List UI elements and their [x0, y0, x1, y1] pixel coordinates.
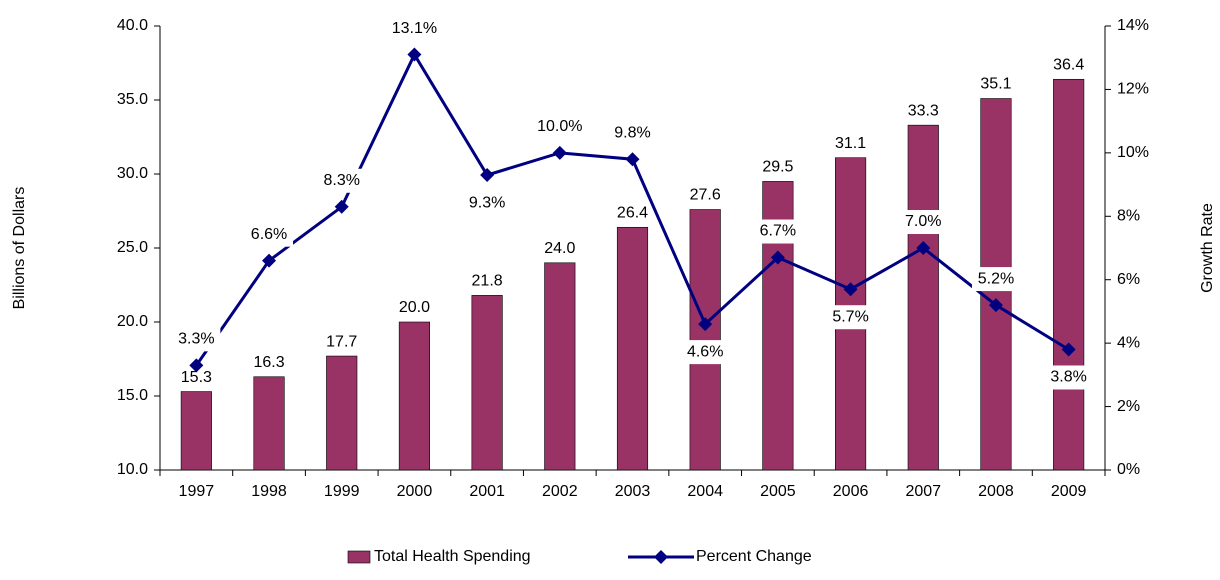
bar-value-label: 16.3: [253, 354, 284, 371]
line-marker: [552, 145, 567, 160]
line-marker: [262, 253, 277, 268]
label-background: [899, 210, 948, 234]
bar-value-label: 24.0: [544, 240, 575, 257]
label-background: [826, 305, 875, 330]
line-value-label: 7.0%: [905, 213, 941, 230]
bar-value-label: 20.0: [399, 299, 430, 316]
x-tick-label: 1999: [324, 483, 360, 500]
x-tick-label: 2004: [687, 483, 723, 500]
label-background: [245, 222, 294, 247]
line-marker: [916, 241, 931, 255]
line-marker: [407, 47, 422, 62]
x-tick-label: 2006: [833, 483, 869, 500]
label-background: [608, 121, 657, 146]
bar-value-label: 36.4: [1053, 56, 1084, 73]
bar: [253, 376, 285, 471]
y2-tick-label: 6%: [1117, 271, 1140, 288]
x-tick-label: 2008: [978, 483, 1014, 500]
bar: [398, 321, 430, 471]
y2-tick-label: 10%: [1117, 144, 1149, 161]
y2-tick-label: 4%: [1117, 334, 1140, 351]
bar-value-label: 31.1: [835, 135, 866, 152]
line-value-label: 4.6%: [687, 343, 723, 360]
line-marker: [770, 250, 785, 265]
bar-value-label: 17.7: [326, 333, 357, 350]
x-tick-label: 2005: [760, 483, 796, 500]
bar: [1053, 78, 1085, 471]
bar: [689, 209, 721, 471]
label-background: [463, 191, 512, 216]
label-background: [681, 340, 730, 365]
label-background: [971, 267, 1020, 292]
bar: [616, 226, 649, 471]
bar-value-label: 21.8: [472, 273, 503, 290]
legend-label: Total Health Spending: [374, 548, 531, 565]
line-marker: [843, 282, 858, 297]
legend-marker: [654, 550, 668, 564]
line-marker: [480, 168, 495, 183]
y2-tick-label: 8%: [1117, 208, 1140, 225]
line-marker: [988, 298, 1003, 313]
x-tick-label: 2003: [615, 483, 651, 500]
y-tick-label: 30.0: [117, 165, 148, 182]
line-marker: [334, 199, 349, 214]
line-value-label: 6.6%: [251, 226, 287, 243]
line-value-label: 13.1%: [392, 20, 437, 37]
bar: [180, 391, 212, 471]
legend-label: Percent Change: [696, 548, 812, 565]
line-value-label: 9.8%: [614, 124, 650, 141]
bar: [544, 262, 576, 471]
y2-axis-label: Growth Rate: [1199, 203, 1216, 293]
label-background: [317, 168, 366, 193]
line-value-label: 9.3%: [469, 194, 505, 211]
y2-tick-label: 0%: [1117, 461, 1140, 478]
y-tick-label: 20.0: [117, 313, 148, 330]
line-value-label: 6.7%: [760, 223, 796, 240]
bar: [471, 295, 503, 471]
x-tick-label: 2009: [1051, 483, 1087, 500]
line-value-label: 5.7%: [832, 308, 868, 325]
y-tick-label: 35.0: [117, 91, 148, 108]
x-tick-label: 2002: [542, 483, 578, 500]
line-value-label: 5.2%: [978, 270, 1014, 287]
bar-value-label: 35.1: [980, 76, 1011, 93]
x-tick-label: 2001: [469, 483, 505, 500]
label-background: [535, 114, 584, 139]
label-background: [1044, 365, 1093, 390]
y-tick-label: 40.0: [117, 17, 148, 34]
x-tick-label: 2007: [905, 483, 941, 500]
bar: [907, 124, 939, 471]
line-marker: [625, 152, 640, 167]
line-marker: [189, 358, 204, 373]
bar-value-label: 29.5: [762, 159, 793, 176]
y-tick-label: 15.0: [117, 387, 148, 404]
label-background: [172, 327, 221, 352]
line-value-label: 8.3%: [323, 172, 359, 189]
y-tick-label: 10.0: [117, 461, 148, 478]
line-value-label: 3.3%: [178, 331, 214, 348]
y-tick-label: 25.0: [117, 239, 148, 256]
line-marker: [1061, 342, 1076, 357]
label-background: [753, 219, 802, 244]
x-tick-label: 2000: [397, 483, 433, 500]
y2-tick-label: 14%: [1117, 17, 1149, 34]
line-value-label: 10.0%: [537, 118, 582, 135]
bar-value-label: 27.6: [690, 187, 721, 204]
legend-swatch: [347, 550, 371, 564]
bar-value-label: 26.4: [617, 204, 648, 221]
line-marker: [698, 317, 713, 332]
y2-tick-label: 12%: [1117, 81, 1149, 98]
y-axis-label: Billions of Dollars: [11, 187, 28, 310]
line-value-label: 3.8%: [1050, 369, 1086, 386]
bar-value-label: 15.3: [181, 369, 212, 386]
x-tick-label: 1998: [251, 483, 287, 500]
y2-tick-label: 2%: [1117, 398, 1140, 415]
bar: [326, 355, 358, 471]
bar-value-label: 33.3: [908, 102, 939, 119]
x-tick-label: 1997: [179, 483, 215, 500]
label-background: [390, 16, 439, 41]
